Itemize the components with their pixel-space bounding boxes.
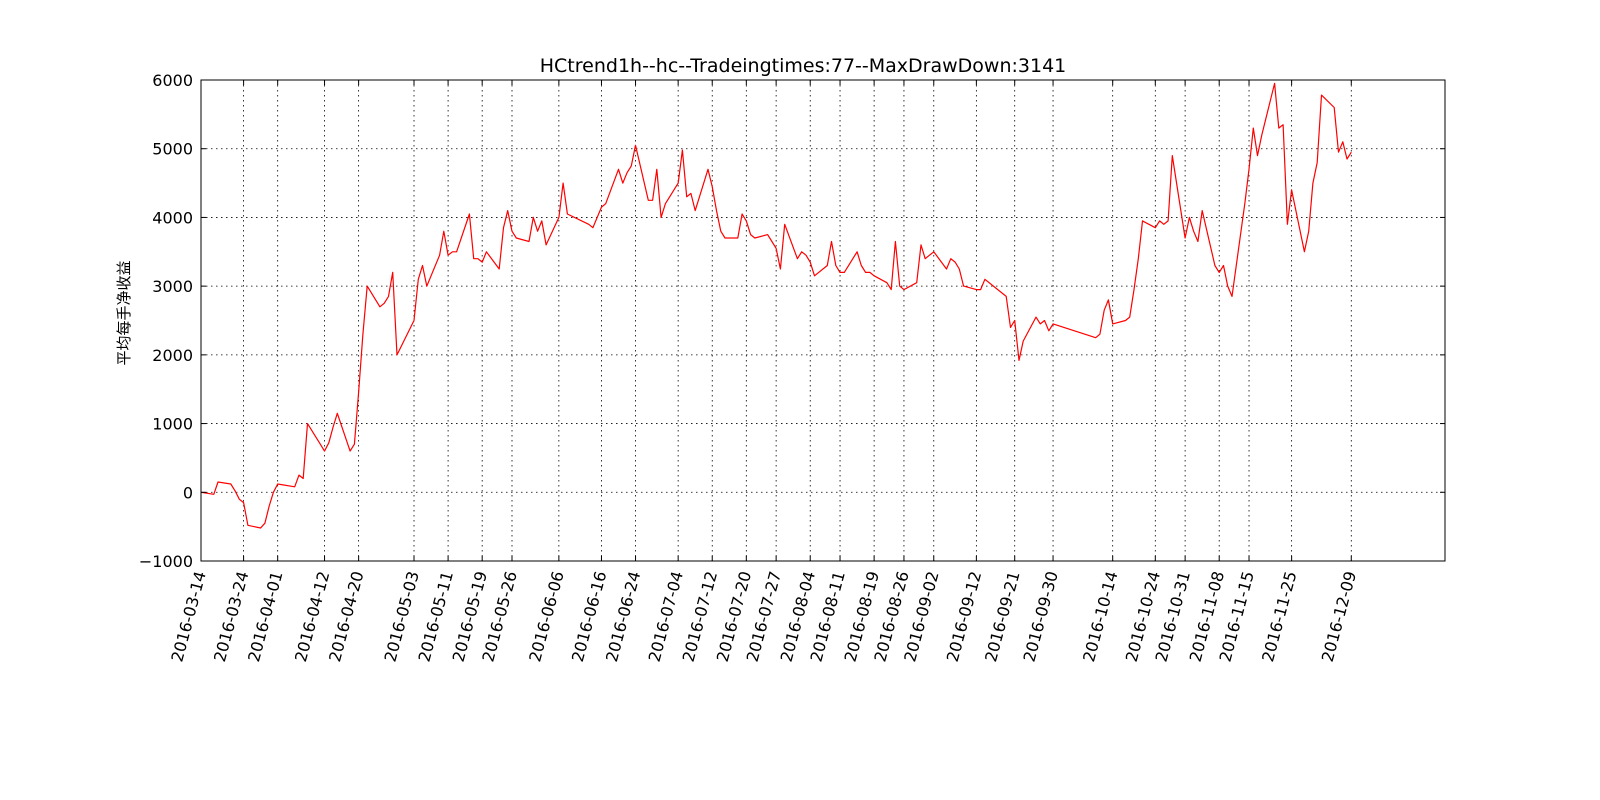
x-tick-label: 2016-06-24: [602, 569, 644, 664]
plot-area-frame: [200, 79, 1446, 562]
x-tick-label: 2016-03-14: [167, 569, 209, 664]
y-axis: −1000 0 1000 2000 3000 4000 5000 6000: [139, 71, 1445, 571]
y-tick-label: 3000: [152, 277, 193, 296]
x-tick-label: 2016-09-30: [1019, 569, 1061, 664]
x-tick-label: 2016-04-20: [325, 569, 367, 664]
y-tick-label: 6000: [152, 71, 193, 90]
y-tick-label: −1000: [139, 552, 193, 571]
x-tick-label: 2016-09-12: [943, 569, 985, 664]
series-line: [200, 82, 1352, 529]
y-tick-label: 4000: [152, 208, 193, 227]
y-axis-label: 平均每手净收益: [115, 260, 133, 365]
y-tick-label: 5000: [152, 140, 193, 159]
x-tick-label: 2016-11-25: [1258, 569, 1300, 664]
chart-title: HCtrend1h--hc--Tradeingtimes:77--MaxDraw…: [540, 55, 1067, 77]
x-tick-label: 2016-09-21: [981, 569, 1023, 664]
x-tick-label: 2016-06-06: [525, 569, 567, 664]
series-layer: [200, 82, 1352, 529]
x-tick-label: 2016-10-14: [1079, 569, 1121, 664]
y-tick-label: 2000: [152, 346, 193, 365]
y-tick-label: 0: [183, 483, 193, 502]
x-tick-label: 2016-04-01: [244, 569, 286, 664]
y-tick-label: 1000: [152, 415, 193, 434]
x-tick-label: 2016-12-09: [1318, 569, 1360, 664]
